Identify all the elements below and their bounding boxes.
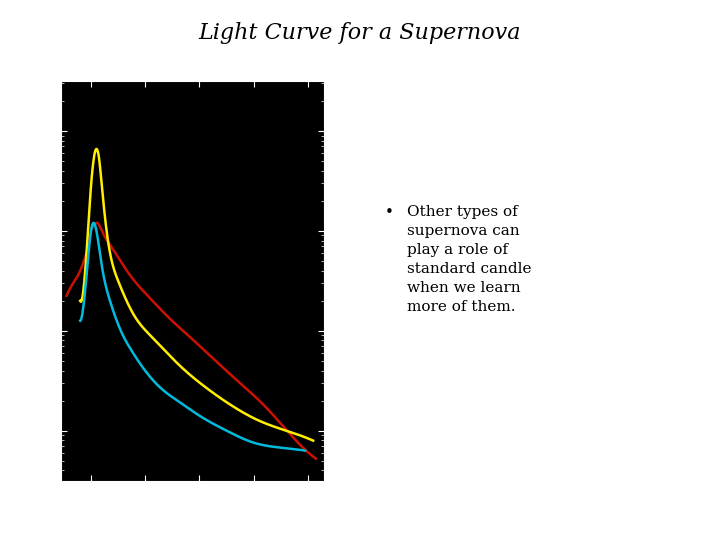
Y-axis label: Luminosity (solar units): Luminosity (solar units) [14, 207, 27, 354]
Text: Light Curve for a Supernova: Light Curve for a Supernova [199, 22, 521, 44]
Text: Copyright © The McGraw-Hill Companies, Inc.  Permission granted for reproduction: Copyright © The McGraw-Hill Companies, I… [63, 69, 322, 75]
X-axis label: Time (days): Time (days) [156, 500, 230, 512]
Text: •: • [385, 205, 394, 220]
Text: Other types of
supernova can
play a role of
standard candle
when we learn
more o: Other types of supernova can play a role… [407, 205, 531, 314]
